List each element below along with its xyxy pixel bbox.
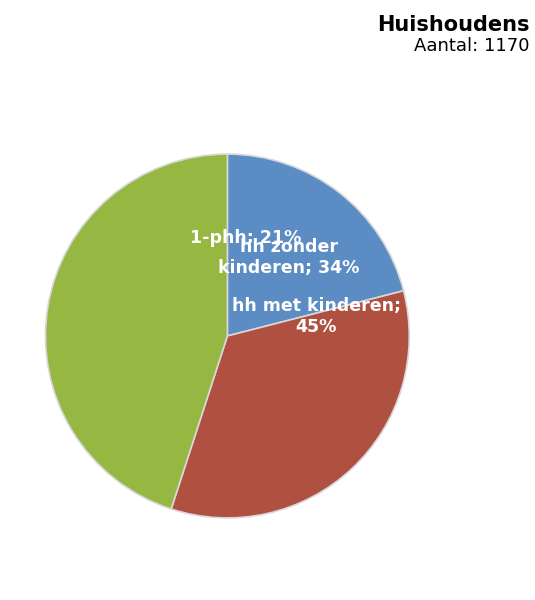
Wedge shape <box>171 291 409 518</box>
Text: hh met kinderen;
45%: hh met kinderen; 45% <box>232 297 401 336</box>
Wedge shape <box>227 154 403 336</box>
Text: hh zonder
kinderen; 34%: hh zonder kinderen; 34% <box>218 238 360 277</box>
Text: 1-phh; 21%: 1-phh; 21% <box>190 229 301 247</box>
Text: Aantal: 1170: Aantal: 1170 <box>414 37 530 55</box>
Text: Huishoudens: Huishoudens <box>377 15 530 35</box>
Wedge shape <box>45 154 227 509</box>
